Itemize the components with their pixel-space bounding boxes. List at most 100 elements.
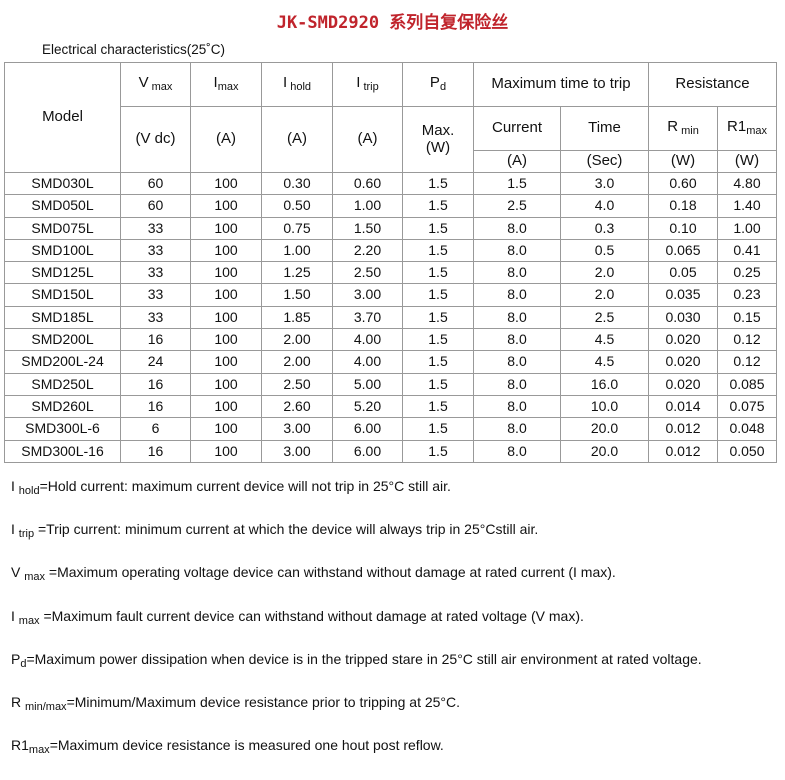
table-row: SMD050L 60 100 0.50 1.00 1.5 2.5 4.0 0.18 1.40 xyxy=(4,194,777,218)
table-cell: 100 xyxy=(190,439,262,463)
table-cell: 100 xyxy=(190,350,262,374)
header-pd: Pd xyxy=(402,62,474,107)
header-rmin: R min xyxy=(648,106,718,151)
table-cell: SMD100L xyxy=(4,238,121,263)
table-cell: 0.10 xyxy=(648,216,718,240)
table-cell: 0.030 xyxy=(648,305,718,330)
table-row: SMD200L 16 100 2.00 4.00 1.5 8.0 4.5 0.020 0.12 xyxy=(4,328,777,352)
table-cell: 0.014 xyxy=(648,394,718,419)
table-cell: 1.5 xyxy=(402,238,474,263)
table-cell: 100 xyxy=(190,305,262,330)
table-cell: 0.50 xyxy=(261,194,333,218)
table-cell: 3.00 xyxy=(261,439,333,463)
footnote: I max =Maximum fault current device can … xyxy=(11,607,584,627)
table-cell: 0.048 xyxy=(717,417,777,441)
table-cell: 2.20 xyxy=(332,238,403,263)
table-cell: 1.50 xyxy=(261,283,333,307)
table-cell: 8.0 xyxy=(473,261,561,285)
table-cell: 0.012 xyxy=(648,439,718,463)
table-cell: 8.0 xyxy=(473,372,561,396)
unit-pd: Max. (W) xyxy=(402,106,474,173)
table-cell: SMD030L xyxy=(4,171,121,196)
table-cell: 1.40 xyxy=(717,194,777,218)
header-resistance: Resistance xyxy=(648,62,777,107)
table-cell: SMD260L xyxy=(4,394,121,419)
table-cell: 1.5 xyxy=(402,194,474,218)
table-cell: 10.0 xyxy=(560,394,649,419)
table-cell: 8.0 xyxy=(473,305,561,330)
table-cell: 0.60 xyxy=(332,171,403,196)
table-cell: 0.075 xyxy=(717,394,777,419)
table-cell: 6.00 xyxy=(332,439,403,463)
table-cell: 0.41 xyxy=(717,238,777,263)
table-cell: 2.0 xyxy=(560,283,649,307)
table-cell: 60 xyxy=(120,194,191,218)
table-cell: SMD125L xyxy=(4,261,121,285)
table-row: SMD075L 33 100 0.75 1.50 1.5 8.0 0.3 0.10 1.00 xyxy=(4,216,777,240)
table-cell: 0.3 xyxy=(560,216,649,240)
table-cell: SMD150L xyxy=(4,283,121,307)
table-cell: 0.5 xyxy=(560,238,649,263)
header-ihold: I hold xyxy=(261,62,333,107)
table-row: SMD185L 33 100 1.85 3.70 1.5 8.0 2.5 0.030 0.15 xyxy=(4,305,777,330)
table-cell: SMD250L xyxy=(4,372,121,396)
table-cell: 100 xyxy=(190,328,262,352)
table-cell: 1.5 xyxy=(402,283,474,307)
table-cell: SMD050L xyxy=(4,194,121,218)
table-cell: 16 xyxy=(120,372,191,396)
table-cell: SMD075L xyxy=(4,216,121,240)
unit-itrip: (A) xyxy=(332,106,403,173)
header-itrip: I trip xyxy=(332,62,403,107)
unit-rmin: (W) xyxy=(648,150,718,173)
table-row: SMD250L 16 100 2.50 5.00 1.5 8.0 16.0 0.020 0.085 xyxy=(4,372,777,396)
table-cell: 100 xyxy=(190,171,262,196)
table-cell: 1.85 xyxy=(261,305,333,330)
table-cell: 0.12 xyxy=(717,328,777,352)
table-cell: 100 xyxy=(190,283,262,307)
table-cell: 1.5 xyxy=(402,439,474,463)
footnote: Pd=Maximum power dissipation when device… xyxy=(11,650,702,670)
header-r1max: R1max xyxy=(717,106,777,151)
table-cell: 0.085 xyxy=(717,372,777,396)
table-cell: 0.60 xyxy=(648,171,718,196)
table-cell: 4.80 xyxy=(717,171,777,196)
footnote: R min/max=Minimum/Maximum device resista… xyxy=(11,693,461,713)
header-model: Model xyxy=(4,62,121,173)
table-row: SMD300L-16 16 100 3.00 6.00 1.5 8.0 20.0 0.012 0.… xyxy=(4,439,777,463)
unit-ihold: (A) xyxy=(261,106,333,173)
table-cell: 60 xyxy=(120,171,191,196)
table-cell: 0.25 xyxy=(717,261,777,285)
table-cell: 1.5 xyxy=(402,216,474,240)
table-cell: 8.0 xyxy=(473,238,561,263)
page-title: JK-SMD2920 系列自复保险丝 xyxy=(276,13,509,33)
spec-table: Model V max Imax I hold I trip Pd Maximu… xyxy=(4,62,777,463)
table-cell: 2.5 xyxy=(473,194,561,218)
table-cell: 100 xyxy=(190,417,262,441)
table-cell: 0.18 xyxy=(648,194,718,218)
table-cell: 0.020 xyxy=(648,328,718,352)
table-cell: 2.60 xyxy=(261,394,333,419)
table-cell: 8.0 xyxy=(473,394,561,419)
table-cell: 1.5 xyxy=(402,328,474,352)
table-cell: 100 xyxy=(190,394,262,419)
header-time: Time xyxy=(560,106,649,151)
table-cell: 100 xyxy=(190,261,262,285)
unit-current: (A) xyxy=(473,150,561,173)
table-row: SMD100L 33 100 1.00 2.20 1.5 8.0 0.5 0.065 0.41 xyxy=(4,238,777,263)
table-cell: 1.00 xyxy=(717,216,777,240)
unit-vmax: (V dc) xyxy=(120,106,191,173)
table-cell: 1.5 xyxy=(402,417,474,441)
table-row: SMD260L 16 100 2.60 5.20 1.5 8.0 10.0 0.014 0.075 xyxy=(4,394,777,419)
table-cell: 100 xyxy=(190,238,262,263)
table-cell: 100 xyxy=(190,194,262,218)
unit-time: (Sec) xyxy=(560,150,649,173)
table-cell: SMD300L-16 xyxy=(4,439,121,463)
table-cell: 2.50 xyxy=(261,372,333,396)
table-cell: 0.05 xyxy=(648,261,718,285)
table-cell: 3.00 xyxy=(332,283,403,307)
table-cell: 8.0 xyxy=(473,283,561,307)
table-cell: 8.0 xyxy=(473,350,561,374)
table-cell: 6 xyxy=(120,417,191,441)
table-row: SMD150L 33 100 1.50 3.00 1.5 8.0 2.0 0.035 0.23 xyxy=(4,283,777,307)
table-cell: 8.0 xyxy=(473,216,561,240)
